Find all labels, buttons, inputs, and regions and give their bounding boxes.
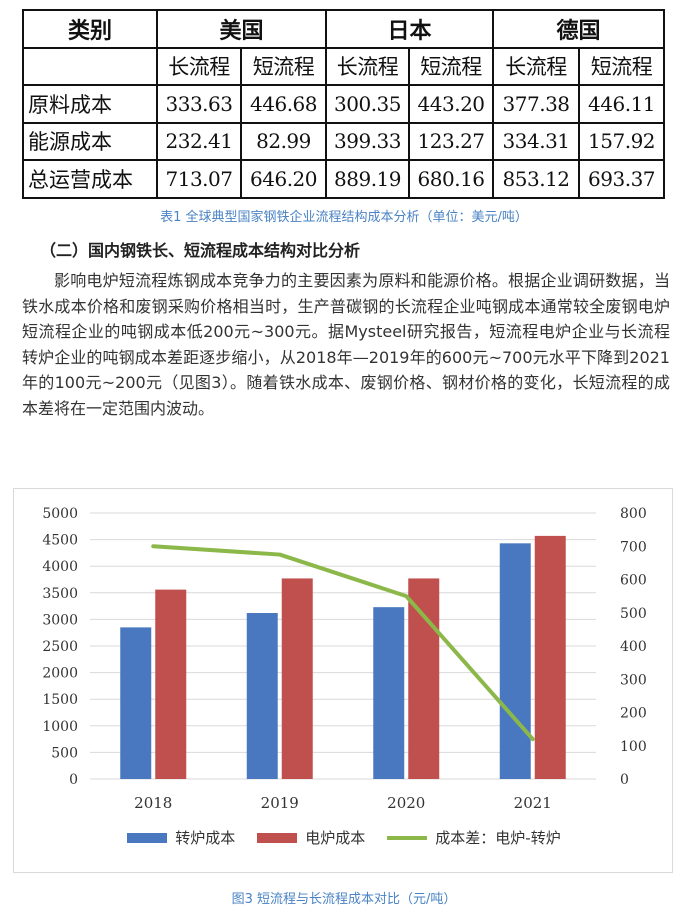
legend-label-eaf: 电炉成本 bbox=[305, 829, 366, 847]
section-title: （二）国内钢铁长、短流程成本结构对比分析 bbox=[40, 241, 361, 260]
y-left-tick-label: 2000 bbox=[42, 666, 78, 682]
y-right-tick-label: 0 bbox=[620, 772, 629, 788]
x-tick-label: 2020 bbox=[387, 794, 425, 812]
table-cell: 889.19 bbox=[325, 159, 411, 199]
table-row: 能源成本 232.41 82.99 399.33 123.27 334.31 1… bbox=[22, 121, 666, 161]
header-country-usa: 美国 bbox=[155, 9, 328, 49]
bar-eaf-2020 bbox=[408, 578, 440, 779]
table-cell: 232.41 bbox=[156, 121, 242, 161]
legend-swatch-eaf bbox=[257, 832, 298, 843]
table-cell: 680.16 bbox=[408, 159, 495, 199]
table-cell: 446.68 bbox=[239, 84, 328, 124]
body-paragraph: 影响电炉短流程炼钢成本竞争力的主要因素为原料和能源价格。根据企业调研数据，当铁水… bbox=[22, 271, 670, 418]
legend-item-converter: 转炉成本 bbox=[127, 827, 235, 848]
line-cost-diff bbox=[151, 544, 535, 742]
table-cell: 377.38 bbox=[492, 84, 581, 124]
y-left-tick-label: 1000 bbox=[42, 719, 78, 735]
subheader-cell: 短流程 bbox=[239, 46, 328, 86]
table-row: 总运营成本 713.07 646.20 889.19 680.16 853.12… bbox=[22, 159, 666, 199]
y-left-tick-label: 3500 bbox=[42, 586, 78, 602]
table-subheader-row: 长流程 短流程 长流程 短流程 长流程 短流程 bbox=[22, 46, 666, 86]
y-right-tick-label: 400 bbox=[620, 639, 647, 655]
table-caption: 表1 全球典型国家钢铁企业流程结构成本分析（单位：美元/吨） bbox=[160, 210, 528, 225]
table-cell: 123.27 bbox=[408, 121, 495, 161]
x-tick-label: 2019 bbox=[261, 794, 299, 812]
subheader-cell: 长流程 bbox=[325, 46, 411, 86]
subheader-empty bbox=[22, 46, 158, 86]
y-right-tick-label: 600 bbox=[620, 573, 647, 589]
legend-label-converter: 转炉成本 bbox=[175, 829, 236, 847]
y-left-tick-label: 500 bbox=[51, 745, 78, 761]
x-tick-label: 2021 bbox=[514, 794, 552, 812]
table-cell: 646.20 bbox=[239, 159, 328, 199]
y-right-tick-label: 500 bbox=[620, 606, 647, 622]
y-left-tick-label: 4000 bbox=[42, 559, 78, 575]
bar-converter-2021 bbox=[499, 543, 531, 779]
bar-eaf-2018 bbox=[155, 589, 187, 779]
header-category: 类别 bbox=[22, 9, 158, 49]
subheader-cell: 短流程 bbox=[578, 46, 666, 86]
table-cell: 334.31 bbox=[492, 121, 581, 161]
y-left-tick-label: 4500 bbox=[42, 533, 78, 549]
table-cell: 693.37 bbox=[578, 159, 666, 199]
cost-table: 类别 美国 日本 德国 长流程 短流程 长流程 短流程 长流程 短流程 原料成本… bbox=[22, 9, 666, 199]
y-left-tick-label: 1500 bbox=[42, 692, 78, 708]
bar-converter-2020 bbox=[373, 607, 405, 779]
table-cell: 399.33 bbox=[325, 121, 411, 161]
table-cell: 443.20 bbox=[408, 84, 495, 124]
table-cell: 446.11 bbox=[578, 84, 666, 124]
legend-swatch-diff bbox=[387, 835, 428, 840]
cost-comparison-chart: 0 500 1000 1500 2000 2500 3000 3500 4000 4500 5000… bbox=[13, 488, 673, 873]
header-country-germany: 德国 bbox=[492, 9, 666, 49]
table-cell: 853.12 bbox=[492, 159, 581, 199]
figure-caption: 图3 短流程与长流程成本对比（元/吨） bbox=[231, 892, 457, 907]
legend-item-eaf: 电炉成本 bbox=[257, 827, 365, 848]
table-cell: 82.99 bbox=[239, 121, 328, 161]
row-label: 原料成本 bbox=[22, 84, 158, 124]
bar-eaf-2021 bbox=[534, 535, 566, 779]
y-left-tick-label: 2500 bbox=[42, 639, 78, 655]
bar-converter-2018 bbox=[120, 627, 152, 779]
y-right-tick-label: 300 bbox=[620, 672, 647, 688]
header-country-japan: 日本 bbox=[325, 9, 495, 49]
y-left-tick-label: 0 bbox=[69, 772, 78, 788]
y-left-tick-label: 3000 bbox=[42, 612, 78, 628]
bar-converter-2019 bbox=[246, 613, 278, 779]
bar-eaf-2019 bbox=[281, 578, 313, 779]
table-cell: 300.35 bbox=[325, 84, 411, 124]
y-right-tick-label: 700 bbox=[620, 539, 647, 555]
table-header-row: 类别 美国 日本 德国 bbox=[22, 9, 666, 49]
table-cell: 157.92 bbox=[578, 121, 666, 161]
legend-item-diff: 成本差：电炉-转炉 bbox=[387, 827, 561, 848]
table-row: 原料成本 333.63 446.68 300.35 443.20 377.38 … bbox=[22, 84, 666, 124]
chart-legend: 转炉成本 电炉成本 成本差：电炉-转炉 bbox=[14, 827, 674, 848]
subheader-cell: 长流程 bbox=[156, 46, 242, 86]
y-right-tick-label: 100 bbox=[620, 739, 647, 755]
legend-label-diff: 成本差：电炉-转炉 bbox=[435, 829, 561, 847]
table-cell: 713.07 bbox=[156, 159, 242, 199]
y-right-tick-label: 800 bbox=[620, 506, 647, 522]
subheader-cell: 短流程 bbox=[408, 46, 495, 86]
subheader-cell: 长流程 bbox=[492, 46, 581, 86]
row-label: 能源成本 bbox=[22, 121, 158, 161]
x-tick-label: 2018 bbox=[134, 794, 172, 812]
legend-swatch-converter bbox=[127, 832, 168, 843]
y-left-tick-label: 5000 bbox=[42, 506, 78, 522]
y-right-tick-label: 200 bbox=[620, 706, 647, 722]
chart-canvas: 0500100015002000250030003500400045005000… bbox=[42, 506, 647, 812]
table-cell: 333.63 bbox=[156, 84, 242, 124]
row-label: 总运营成本 bbox=[22, 159, 158, 199]
